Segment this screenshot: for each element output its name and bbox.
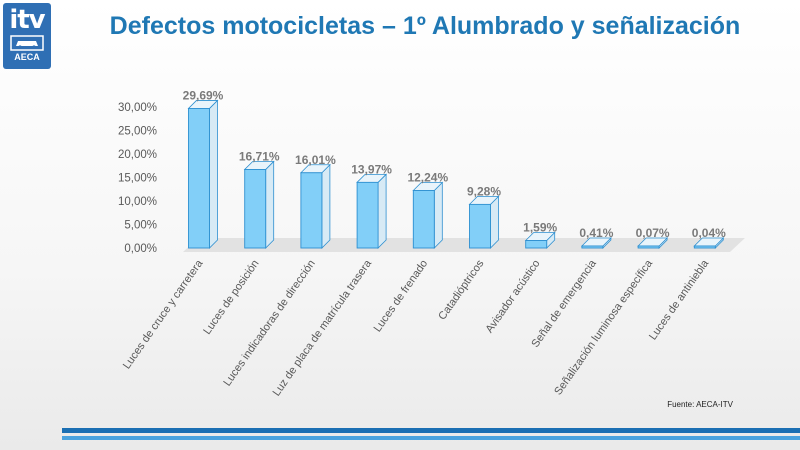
bar-side xyxy=(209,99,218,249)
footer-stripe-dark xyxy=(62,428,800,433)
bar-front xyxy=(188,108,210,249)
bar-front xyxy=(693,245,716,249)
logo-mark: itv xyxy=(9,5,45,35)
bar-value-label: 1,59% xyxy=(523,221,557,235)
x-category-label: Avisador acústico xyxy=(483,258,542,335)
bar-value-label: 0,07% xyxy=(636,226,670,240)
bar: 0,07% xyxy=(636,226,670,249)
bars: 29,69% 16,71% 16,01% 13,97% 12,24% 9,28% 1,59%… xyxy=(183,88,726,249)
y-axis: 0,00% 5,00% 10,00% 15,00% 20,00% 25,00% 30,00% xyxy=(118,102,157,255)
y-tick-label: 20,00% xyxy=(118,149,157,161)
bar: 13,97% xyxy=(351,162,392,249)
x-category-label: Luces de antiniebla xyxy=(647,257,712,342)
x-category-label: Luces de cruce y carretera xyxy=(121,257,206,371)
car-icon xyxy=(10,35,44,51)
bar-value-label: 12,24% xyxy=(407,170,448,184)
bar: 16,01% xyxy=(295,153,336,249)
footer-stripe-light xyxy=(62,436,800,440)
bar-front xyxy=(469,203,491,249)
bar: 29,69% xyxy=(183,88,224,249)
bar-value-label: 9,28% xyxy=(467,184,501,198)
bar: 9,28% xyxy=(467,184,501,249)
source-note: Fuente: AECA-ITV xyxy=(667,400,733,409)
bar: 0,04% xyxy=(692,226,726,249)
bar-value-label: 29,69% xyxy=(183,88,224,102)
bar-side xyxy=(377,173,387,249)
y-tick-label: 30,00% xyxy=(118,102,157,114)
bar-value-label: 16,71% xyxy=(239,149,280,163)
logo-subtitle: AECA xyxy=(14,52,40,62)
x-category-label: Luces indicadoras de dirección xyxy=(221,258,317,389)
bar-front xyxy=(637,245,660,249)
y-tick-label: 25,00% xyxy=(118,126,157,138)
x-category-label: Luces de frenado xyxy=(372,258,431,335)
bar-side xyxy=(490,195,499,249)
bar: 0,41% xyxy=(579,226,614,249)
bar-front xyxy=(581,245,604,249)
bar-side xyxy=(433,181,443,249)
bar-front xyxy=(300,172,323,249)
x-category-label: Luces de posición xyxy=(201,258,261,337)
itv-logo: itv AECA xyxy=(3,3,51,69)
bar-front xyxy=(244,169,267,249)
bar-front xyxy=(356,181,379,249)
y-tick-label: 10,00% xyxy=(118,196,157,208)
x-category-label: Señal de emergencia xyxy=(529,257,599,350)
x-category-label: Catadióptricos xyxy=(436,257,486,322)
bar-front xyxy=(525,240,548,249)
x-category-label: Señalización luminosa específica xyxy=(552,257,655,397)
y-tick-label: 15,00% xyxy=(118,173,157,185)
bar-front xyxy=(412,190,435,249)
bar-value-label: 16,01% xyxy=(295,153,336,167)
bar-value-label: 0,41% xyxy=(579,226,613,240)
y-tick-label: 0,00% xyxy=(124,243,157,255)
bar-value-label: 13,97% xyxy=(351,162,392,176)
bar-value-label: 0,04% xyxy=(692,226,726,240)
bar: 1,59% xyxy=(523,221,558,249)
x-category-label: Luz de placa de matrícula trasera xyxy=(271,257,375,398)
page-title: Defectos motocicletas – 1º Alumbrado y s… xyxy=(109,12,741,40)
y-tick-label: 5,00% xyxy=(124,220,157,232)
bar-side xyxy=(321,163,331,249)
bar-side xyxy=(265,160,275,249)
bar: 12,24% xyxy=(407,170,448,249)
bar: 16,71% xyxy=(239,149,280,249)
